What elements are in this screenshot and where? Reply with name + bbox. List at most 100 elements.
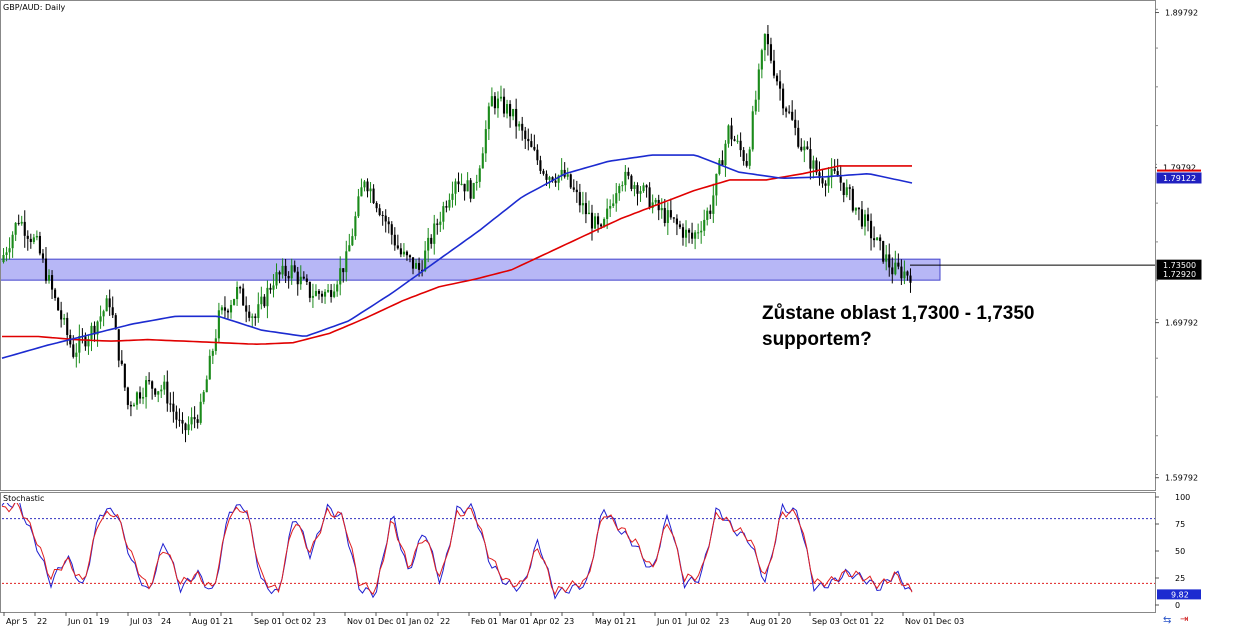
candle <box>339 256 342 296</box>
x-tick-label: Jul 03 <box>129 617 152 626</box>
x-tick-label: 22 <box>37 617 47 626</box>
x-tick-label: Nov 01 <box>347 617 375 626</box>
candle <box>236 281 239 306</box>
candle <box>751 105 754 152</box>
x-tick-label: Oct 01 <box>843 617 870 626</box>
candle <box>169 392 172 413</box>
candle <box>408 254 412 263</box>
candle <box>575 180 578 203</box>
stoch-y-tick-label: 75 <box>1175 520 1185 529</box>
candle <box>624 165 627 192</box>
x-tick-label: Mar 01 <box>502 617 530 626</box>
candle <box>378 204 381 217</box>
candle <box>900 259 903 285</box>
red-arrow-icon[interactable]: ⇥ <box>1180 614 1189 625</box>
candle <box>305 274 308 286</box>
candle <box>612 194 615 208</box>
candle <box>894 250 897 276</box>
candle <box>245 296 248 323</box>
candle <box>102 309 105 327</box>
candle <box>457 172 460 193</box>
candle <box>175 405 178 429</box>
candle <box>387 217 390 234</box>
candle <box>615 183 618 212</box>
candle <box>375 201 378 213</box>
candle <box>642 182 645 193</box>
stoch-value-label: 9.82 <box>1157 589 1201 600</box>
candle <box>876 237 879 241</box>
candle <box>581 191 584 215</box>
candle <box>239 285 242 294</box>
price-label: 1.72920 <box>1156 268 1202 280</box>
candle <box>721 150 724 166</box>
candle <box>869 213 873 251</box>
candle <box>311 283 314 308</box>
candle <box>505 99 509 119</box>
candle <box>794 109 797 136</box>
candle <box>542 168 545 176</box>
candle <box>706 207 709 226</box>
candle <box>609 199 612 217</box>
candle <box>336 280 339 297</box>
candle <box>454 178 457 206</box>
candle <box>697 223 700 240</box>
candle <box>439 211 442 232</box>
candle <box>842 182 845 203</box>
stoch-y-tick-label: 100 <box>1175 493 1190 502</box>
candle <box>32 233 35 245</box>
x-tick-label: 21 <box>626 617 636 626</box>
candle <box>569 173 572 189</box>
x-tick-label: Aug 01 <box>192 617 220 626</box>
x-tick-label: Oct 02 <box>285 617 312 626</box>
candle <box>906 270 909 281</box>
candle <box>160 384 163 399</box>
candle <box>763 33 766 62</box>
candle <box>515 98 518 139</box>
candle <box>372 184 375 205</box>
candle <box>348 233 351 252</box>
candle <box>290 258 293 285</box>
candle <box>499 85 503 102</box>
candle <box>669 198 672 220</box>
sync-icon[interactable]: ⇆ <box>1163 615 1172 626</box>
candle <box>433 214 436 255</box>
candle <box>633 181 636 197</box>
price-label-text: 1.79792 <box>1163 164 1196 173</box>
candle <box>745 153 748 168</box>
candle <box>296 266 299 296</box>
candle <box>363 179 366 192</box>
candle <box>342 268 345 283</box>
candle <box>527 128 530 151</box>
candle <box>424 241 427 273</box>
candle <box>691 222 694 244</box>
candle <box>509 100 512 128</box>
candle <box>14 221 17 241</box>
candle <box>496 91 500 118</box>
candle <box>44 247 48 284</box>
x-tick-label: 19 <box>99 617 109 626</box>
candle <box>60 301 63 328</box>
candle <box>436 218 439 235</box>
candle <box>5 246 8 262</box>
candle <box>657 194 660 221</box>
candle <box>618 183 621 201</box>
candle <box>466 172 469 192</box>
candle <box>217 302 220 344</box>
x-tick-label: 20 <box>781 617 791 626</box>
candle <box>493 92 496 115</box>
price-label-text: 1.79122 <box>1163 174 1196 183</box>
candle <box>845 179 848 198</box>
candle <box>23 210 26 248</box>
candle <box>381 211 384 226</box>
candle <box>460 173 463 186</box>
x-tick-label: Sep 01 <box>254 617 282 626</box>
candle <box>760 48 763 79</box>
candle <box>851 186 854 213</box>
candle <box>675 214 678 236</box>
candle <box>803 140 806 163</box>
candle <box>484 120 487 162</box>
candle <box>135 391 139 410</box>
candles-layer <box>2 25 912 443</box>
candle <box>154 387 157 397</box>
